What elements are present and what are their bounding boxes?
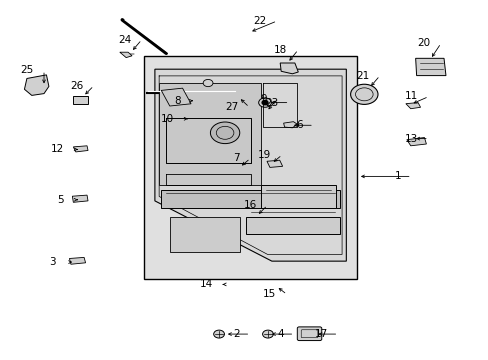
Circle shape: [262, 330, 273, 338]
Circle shape: [210, 122, 239, 144]
FancyBboxPatch shape: [297, 327, 321, 341]
Text: 26: 26: [70, 81, 83, 91]
Text: 2: 2: [232, 329, 239, 339]
Text: 10: 10: [160, 114, 173, 124]
Text: 8: 8: [174, 96, 181, 106]
Text: 19: 19: [258, 150, 271, 160]
Circle shape: [258, 98, 271, 107]
Text: 20: 20: [416, 38, 429, 48]
Text: 24: 24: [118, 35, 131, 45]
Polygon shape: [73, 146, 88, 152]
Text: 11: 11: [404, 91, 417, 102]
Polygon shape: [261, 185, 335, 208]
Text: 27: 27: [225, 102, 238, 112]
Polygon shape: [169, 216, 240, 252]
Polygon shape: [406, 138, 426, 146]
Polygon shape: [266, 160, 282, 167]
Polygon shape: [69, 257, 85, 264]
Polygon shape: [415, 58, 445, 76]
Text: 5: 5: [57, 195, 63, 205]
Polygon shape: [72, 195, 88, 202]
Text: 16: 16: [243, 200, 256, 210]
Circle shape: [350, 84, 377, 104]
Text: 23: 23: [265, 98, 278, 108]
FancyBboxPatch shape: [301, 330, 317, 338]
Polygon shape: [155, 69, 346, 261]
Text: 15: 15: [263, 289, 276, 300]
Text: 13: 13: [404, 134, 417, 144]
Polygon shape: [405, 103, 420, 109]
Text: 1: 1: [393, 171, 400, 181]
Polygon shape: [283, 122, 297, 128]
Polygon shape: [73, 96, 88, 104]
Text: 25: 25: [20, 65, 33, 75]
Polygon shape: [280, 63, 298, 74]
Text: 7: 7: [232, 153, 239, 163]
Polygon shape: [161, 190, 339, 208]
Polygon shape: [246, 216, 339, 234]
Text: 12: 12: [50, 144, 63, 154]
Polygon shape: [120, 52, 132, 58]
Polygon shape: [24, 75, 49, 95]
Text: 21: 21: [355, 71, 368, 81]
Bar: [144, 56, 356, 279]
Text: 22: 22: [253, 16, 266, 26]
Polygon shape: [159, 82, 261, 185]
Circle shape: [203, 80, 212, 87]
Polygon shape: [161, 88, 191, 106]
Text: 14: 14: [199, 279, 212, 289]
Text: 4: 4: [276, 329, 283, 339]
Circle shape: [213, 330, 224, 338]
Text: 18: 18: [274, 45, 287, 55]
Text: 17: 17: [314, 329, 327, 339]
Text: 6: 6: [296, 120, 303, 130]
Text: 3: 3: [49, 257, 56, 267]
Text: 9: 9: [259, 94, 266, 104]
Circle shape: [262, 100, 267, 105]
